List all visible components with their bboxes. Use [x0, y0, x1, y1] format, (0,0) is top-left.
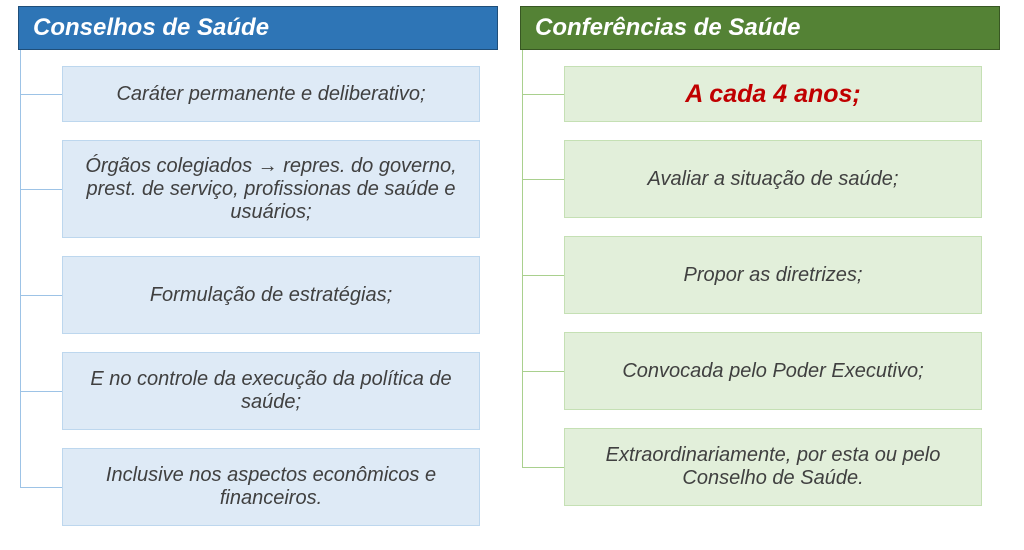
list-item-label: Extraordinariamente, por esta ou pelo Co…: [587, 444, 959, 490]
tree-connector: [20, 487, 62, 488]
tree-connector: [20, 295, 62, 296]
tree-connector: [522, 467, 564, 468]
body-conferencias: A cada 4 anos; Avaliar a situação de saúd…: [520, 50, 1000, 544]
list-item: Inclusive nos aspectos econômicos e fina…: [62, 448, 480, 526]
tree-connector: [20, 94, 62, 95]
list-item: E no controle da execução da política de…: [62, 352, 480, 430]
tree-spine: [20, 50, 21, 487]
list-item: Órgãos colegiados → repres. do governo, …: [62, 140, 480, 238]
panel-conferencias: Conferências de Saúde A cada 4 anos; Aval…: [520, 6, 1000, 544]
header-title-right: Conferências de Saúde: [535, 14, 800, 42]
list-item: A cada 4 anos;: [564, 66, 982, 122]
list-item: Extraordinariamente, por esta ou pelo Co…: [564, 428, 982, 506]
list-item-label: Convocada pelo Poder Executivo;: [587, 360, 959, 383]
list-item: Formulação de estratégias;: [62, 256, 480, 334]
list-item: Propor as diretrizes;: [564, 236, 982, 314]
list-item: Convocada pelo Poder Executivo;: [564, 332, 982, 410]
header-conferencias: Conferências de Saúde: [520, 6, 1000, 50]
tree-spine: [522, 50, 523, 467]
list-item-label: Formulação de estratégias;: [85, 284, 457, 307]
tree-connector: [20, 391, 62, 392]
list-item-label: Caráter permanente e deliberativo;: [85, 83, 457, 106]
tree-connector: [522, 275, 564, 276]
list-item: Caráter permanente e deliberativo;: [62, 66, 480, 122]
tree-connector: [522, 371, 564, 372]
body-conselhos: Caráter permanente e deliberativo; Órgãos…: [18, 50, 498, 544]
list-item-label: A cada 4 anos;: [587, 80, 959, 109]
tree-connector: [522, 94, 564, 95]
list-item-label: Órgãos colegiados → repres. do governo, …: [85, 155, 457, 224]
tree-connector: [20, 189, 62, 190]
tree-connector: [522, 179, 564, 180]
list-item-label: Avaliar a situação de saúde;: [587, 168, 959, 191]
header-title-left: Conselhos de Saúde: [33, 14, 269, 42]
list-item-label: E no controle da execução da política de…: [85, 368, 457, 414]
panel-conselhos: Conselhos de Saúde Caráter permanente e …: [18, 6, 498, 544]
list-item-label: Inclusive nos aspectos econômicos e fina…: [85, 464, 457, 510]
list-item-label: Propor as diretrizes;: [587, 264, 959, 287]
header-conselhos: Conselhos de Saúde: [18, 6, 498, 50]
list-item: Avaliar a situação de saúde;: [564, 140, 982, 218]
